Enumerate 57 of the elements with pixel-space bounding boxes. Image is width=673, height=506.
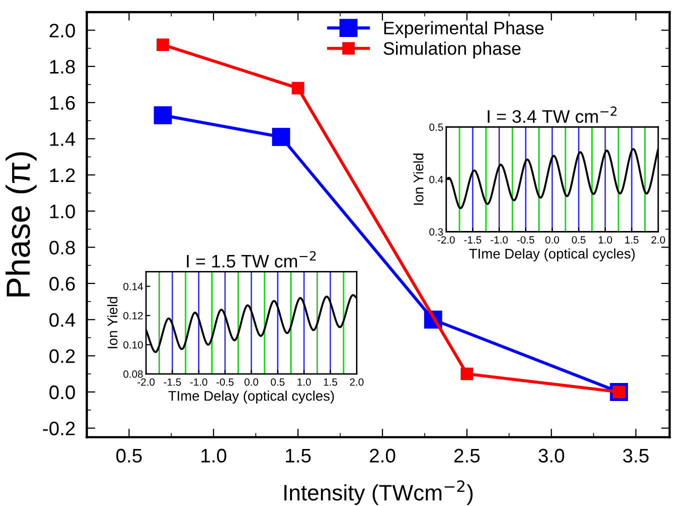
y-axis-title: Phase (π) <box>6 152 37 296</box>
y-tick-label: 1.0 <box>50 204 75 218</box>
y-tick-label: 1.4 <box>50 132 76 146</box>
y-tick-label: 0.6 <box>49 276 75 291</box>
x-tick-label: -1.0 <box>490 236 508 244</box>
point <box>154 106 172 124</box>
x-tick-label: -1.0 <box>190 378 208 386</box>
x-axis-title: TIme Delay (optical cycles) <box>168 390 334 404</box>
x-tick-label: -0.5 <box>517 236 534 244</box>
x-tick-label: 1.0 <box>598 236 612 244</box>
x-tick-label: -1.5 <box>464 236 482 244</box>
y-tick-label: 1.8 <box>50 60 75 74</box>
y-tick-label: 0.3 <box>429 228 443 236</box>
chart-title: I = 1.5 TW cm$^{−2}$ <box>186 251 316 268</box>
x-tick-label: -1.5 <box>164 378 181 386</box>
x-tick-label: -0.5 <box>216 378 234 386</box>
x-tick-label: 1.5 <box>324 378 338 386</box>
y-tick-label: 0.5 <box>429 124 443 131</box>
x-tick-label: 2.0 <box>651 236 666 244</box>
y-axis-title: Ion Yield <box>107 297 118 348</box>
x-axis-title: TIme Delay (optical cycles) <box>469 248 635 262</box>
x-tick-label: 0.0 <box>244 378 258 386</box>
x-tick-label: 2.5 <box>454 448 480 463</box>
x-tick-label: -2.0 <box>438 236 455 244</box>
x-tick-label: 2.0 <box>370 448 396 463</box>
y-tick-label: 0.4 <box>429 176 444 184</box>
x-tick-label: 0.5 <box>572 236 586 244</box>
y-tick-label: 0.12 <box>123 312 143 320</box>
y-tick-label: 1.6 <box>50 96 75 110</box>
x-tick-label: 1.0 <box>298 378 311 386</box>
y-tick-label: 0.08 <box>123 370 143 378</box>
x-tick-label: 1.0 <box>201 448 226 463</box>
point <box>272 128 290 146</box>
chart-title: I = 3.4 TW cm$^{−2}$ <box>488 106 617 123</box>
y-tick-label: 0.14 <box>123 282 143 290</box>
point <box>156 38 170 51</box>
x-tick-label: -2.0 <box>138 378 155 386</box>
y-tick-label: 1.2 <box>50 168 75 182</box>
y-tick-label: 0.10 <box>123 341 143 349</box>
y-axis-title: Ion Yield <box>413 154 424 205</box>
x-tick-label: 1.5 <box>625 236 638 244</box>
legend-label: Simulation phase <box>384 42 521 58</box>
legend-label: Experimental Phase <box>384 21 544 38</box>
y-tick-label: 0.8 <box>49 240 75 255</box>
y-tick-label: 0.4 <box>49 313 76 327</box>
x-tick-label: 2.0 <box>350 378 364 386</box>
x-tick-label: 3.5 <box>623 448 649 463</box>
point <box>460 368 474 380</box>
x-tick-label: 1.5 <box>286 449 311 463</box>
x-tick-label: 3.0 <box>538 448 564 463</box>
y-tick-label: 2.0 <box>50 24 75 38</box>
x-axis-title: Intensity (TWcm$^{−2}$) <box>284 480 473 505</box>
x-tick-label: 0.5 <box>270 378 284 386</box>
x-tick-label: 0.0 <box>545 236 560 244</box>
point <box>292 82 304 94</box>
y-tick-label: 0.2 <box>49 349 75 364</box>
y-tick-label: -0.2 <box>43 422 75 436</box>
